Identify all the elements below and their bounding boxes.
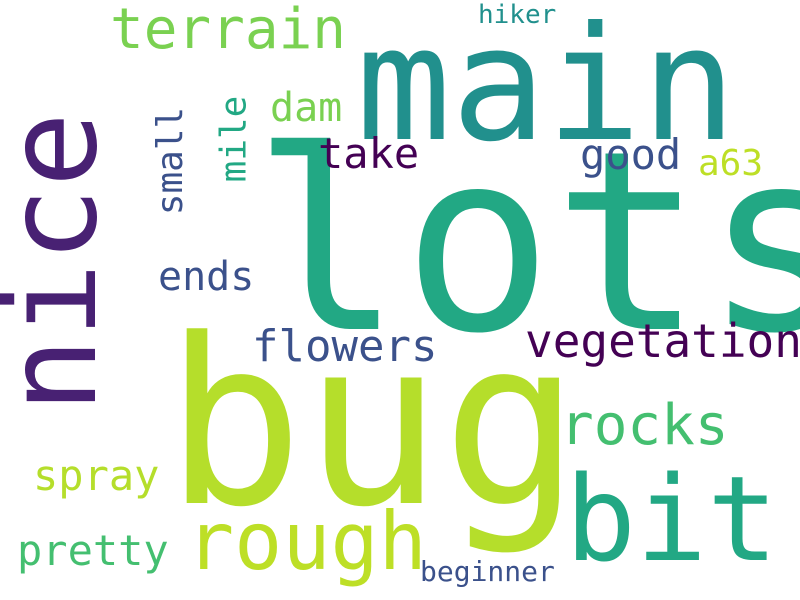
- word-ends: ends: [158, 254, 255, 300]
- word-bug: bug: [165, 291, 581, 558]
- word-mile: mile: [213, 95, 255, 183]
- word-nice: nice: [0, 111, 126, 414]
- word-rough: rough: [186, 495, 427, 588]
- word-terrain: terrain: [110, 0, 347, 62]
- word-dam: dam: [270, 85, 343, 131]
- word-a63: a63: [698, 143, 764, 184]
- word-good: good: [580, 130, 682, 179]
- word-lots: lots: [252, 97, 800, 388]
- word-flowers: flowers: [252, 321, 438, 372]
- word-bit: bit: [565, 450, 779, 588]
- word-spray: spray: [33, 451, 160, 500]
- word-vegetation: vegetation: [525, 314, 800, 368]
- word-main: main: [356, 0, 737, 177]
- word-small: small: [150, 106, 192, 216]
- word-take: take: [318, 129, 420, 178]
- word-rocks: rocks: [560, 393, 729, 458]
- word-hiker: hiker: [478, 0, 557, 30]
- word-beginner: beginner: [420, 555, 555, 588]
- word-pretty: pretty: [17, 526, 169, 575]
